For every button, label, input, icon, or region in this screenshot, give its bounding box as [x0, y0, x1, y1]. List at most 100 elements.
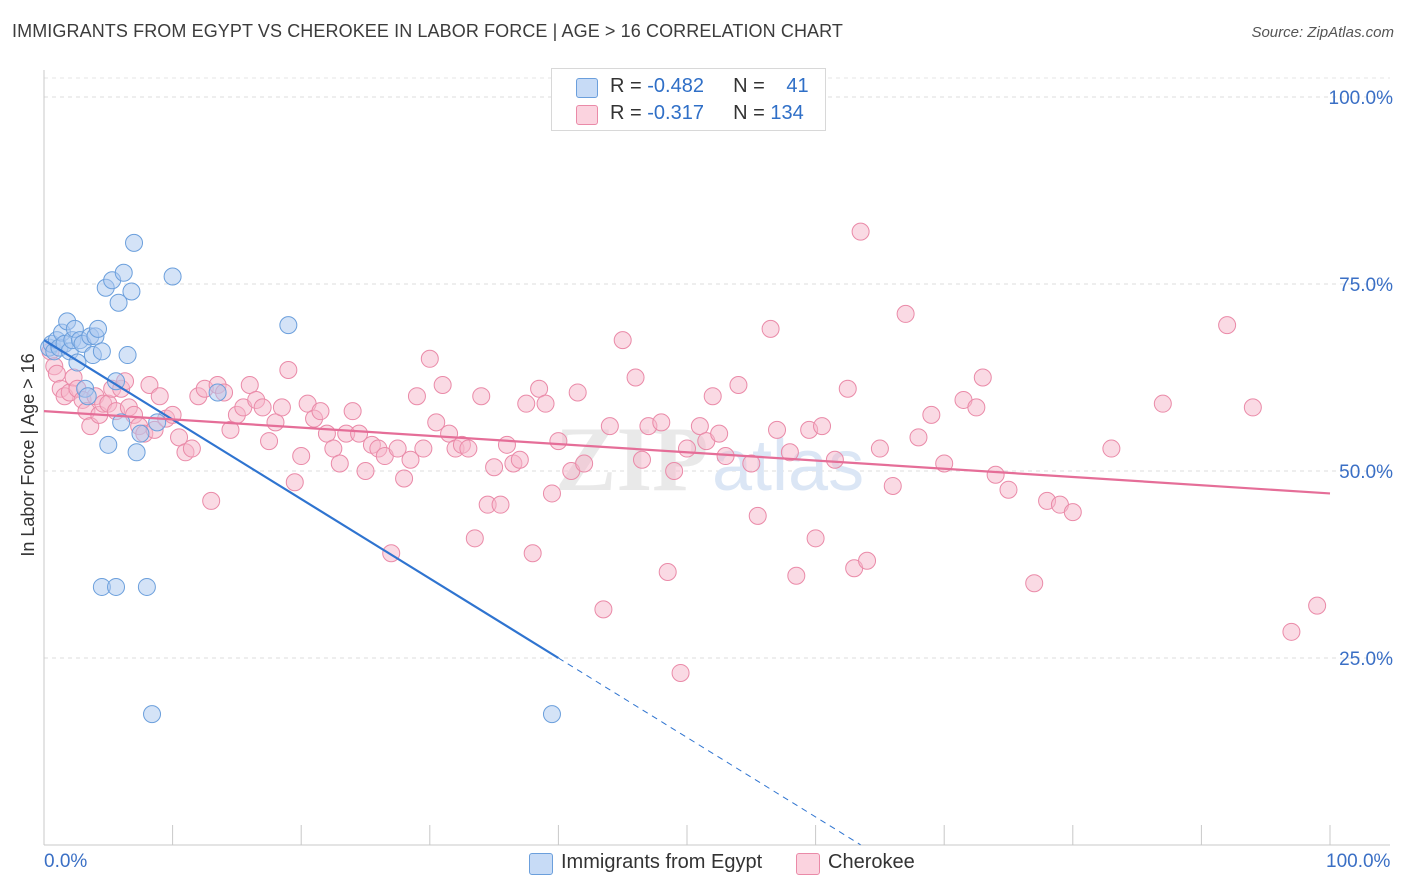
legend-n-value: 41: [786, 75, 809, 97]
data-point: [92, 342, 111, 361]
data-point: [388, 439, 407, 458]
y-tick-label: 50.0%: [1339, 462, 1393, 483]
data-point: [1243, 398, 1262, 417]
trend-line: [43, 410, 1331, 495]
data-point: [632, 450, 651, 469]
data-point: [260, 432, 279, 451]
trend-lines: [43, 339, 1331, 846]
data-point: [148, 413, 167, 432]
data-point: [433, 375, 452, 394]
data-point: [665, 462, 684, 480]
data-point: [748, 506, 767, 525]
data-point: [401, 450, 420, 469]
data-point: [671, 663, 690, 682]
stats-legend: R = -0.482 N = 41 R = -0.317 N = 134: [551, 68, 826, 131]
data-point: [825, 450, 844, 469]
bottom-legend-label: Cherokee: [828, 851, 915, 873]
y-tick-labels: 100.0% 75.0% 50.0% 25.0%: [1329, 88, 1394, 670]
legend-n-label: N =: [733, 102, 771, 124]
data-point: [594, 600, 613, 619]
legend-swatch-cherokee: [576, 105, 598, 125]
data-point: [324, 439, 343, 458]
legend-n-label: N =: [733, 75, 771, 97]
data-point: [1025, 574, 1044, 593]
legend-r-label: R =: [610, 102, 648, 124]
data-points: [40, 222, 1327, 724]
data-point: [127, 443, 146, 462]
data-point: [118, 346, 137, 365]
data-point: [761, 319, 780, 338]
data-point: [266, 413, 285, 432]
data-point: [1308, 596, 1327, 615]
data-point: [1063, 503, 1082, 522]
data-point: [125, 233, 144, 252]
data-point: [47, 364, 66, 383]
data-point: [143, 705, 162, 724]
data-point: [530, 379, 549, 398]
data-point: [221, 420, 240, 439]
data-point: [122, 282, 141, 301]
data-point: [253, 398, 272, 417]
bottom-swatch-cherokee: [796, 853, 820, 875]
data-point: [806, 529, 825, 548]
data-point: [78, 387, 97, 406]
data-point: [517, 394, 536, 413]
data-point: [542, 705, 561, 724]
data-point: [729, 375, 748, 394]
data-point: [909, 428, 928, 447]
data-point: [356, 462, 375, 480]
bottom-legend-label: Immigrants from Egypt: [561, 851, 763, 873]
data-point: [343, 402, 362, 421]
data-point: [986, 465, 1005, 484]
data-point: [1102, 439, 1121, 458]
data-point: [202, 491, 221, 510]
data-point: [485, 458, 504, 477]
data-point: [109, 293, 128, 312]
legend-r-label: R =: [610, 75, 648, 97]
trend-line: [43, 339, 559, 659]
x-min-label: 0.0%: [44, 851, 88, 872]
axes: [43, 70, 1390, 846]
data-point: [107, 372, 126, 391]
gridlines: [44, 77, 1390, 659]
data-point: [542, 484, 561, 503]
bottom-swatch-egypt: [529, 853, 553, 875]
data-point: [999, 480, 1018, 499]
data-point: [114, 263, 133, 282]
data-point: [870, 439, 889, 458]
data-point: [150, 387, 169, 406]
legend-r-value: -0.482: [647, 75, 704, 97]
trend-line-extension: [558, 657, 861, 846]
y-tick-label: 75.0%: [1339, 275, 1393, 296]
data-point: [613, 331, 632, 350]
data-point: [568, 383, 587, 402]
data-point: [973, 368, 992, 387]
data-point: [163, 267, 182, 286]
data-point: [292, 447, 311, 466]
data-point: [420, 349, 439, 368]
data-point: [1282, 622, 1301, 641]
data-point: [112, 413, 131, 432]
data-point: [131, 424, 150, 443]
y-tick-label: 100.0%: [1329, 88, 1394, 109]
data-point: [279, 361, 298, 380]
data-point: [459, 439, 478, 458]
data-point: [838, 379, 857, 398]
data-point: [395, 469, 414, 488]
data-point: [922, 405, 941, 424]
data-point: [510, 450, 529, 469]
data-point: [658, 562, 677, 581]
legend-r-value: -0.317: [647, 102, 704, 124]
data-point: [652, 413, 671, 432]
data-point: [851, 222, 870, 241]
data-point: [813, 417, 832, 436]
data-point: [549, 432, 568, 451]
data-point: [768, 420, 787, 439]
data-point: [536, 394, 555, 413]
data-point: [99, 435, 118, 454]
x-max-label: 100.0%: [1326, 851, 1391, 872]
data-point: [1218, 316, 1237, 335]
data-point: [472, 387, 491, 406]
data-point: [858, 551, 877, 570]
